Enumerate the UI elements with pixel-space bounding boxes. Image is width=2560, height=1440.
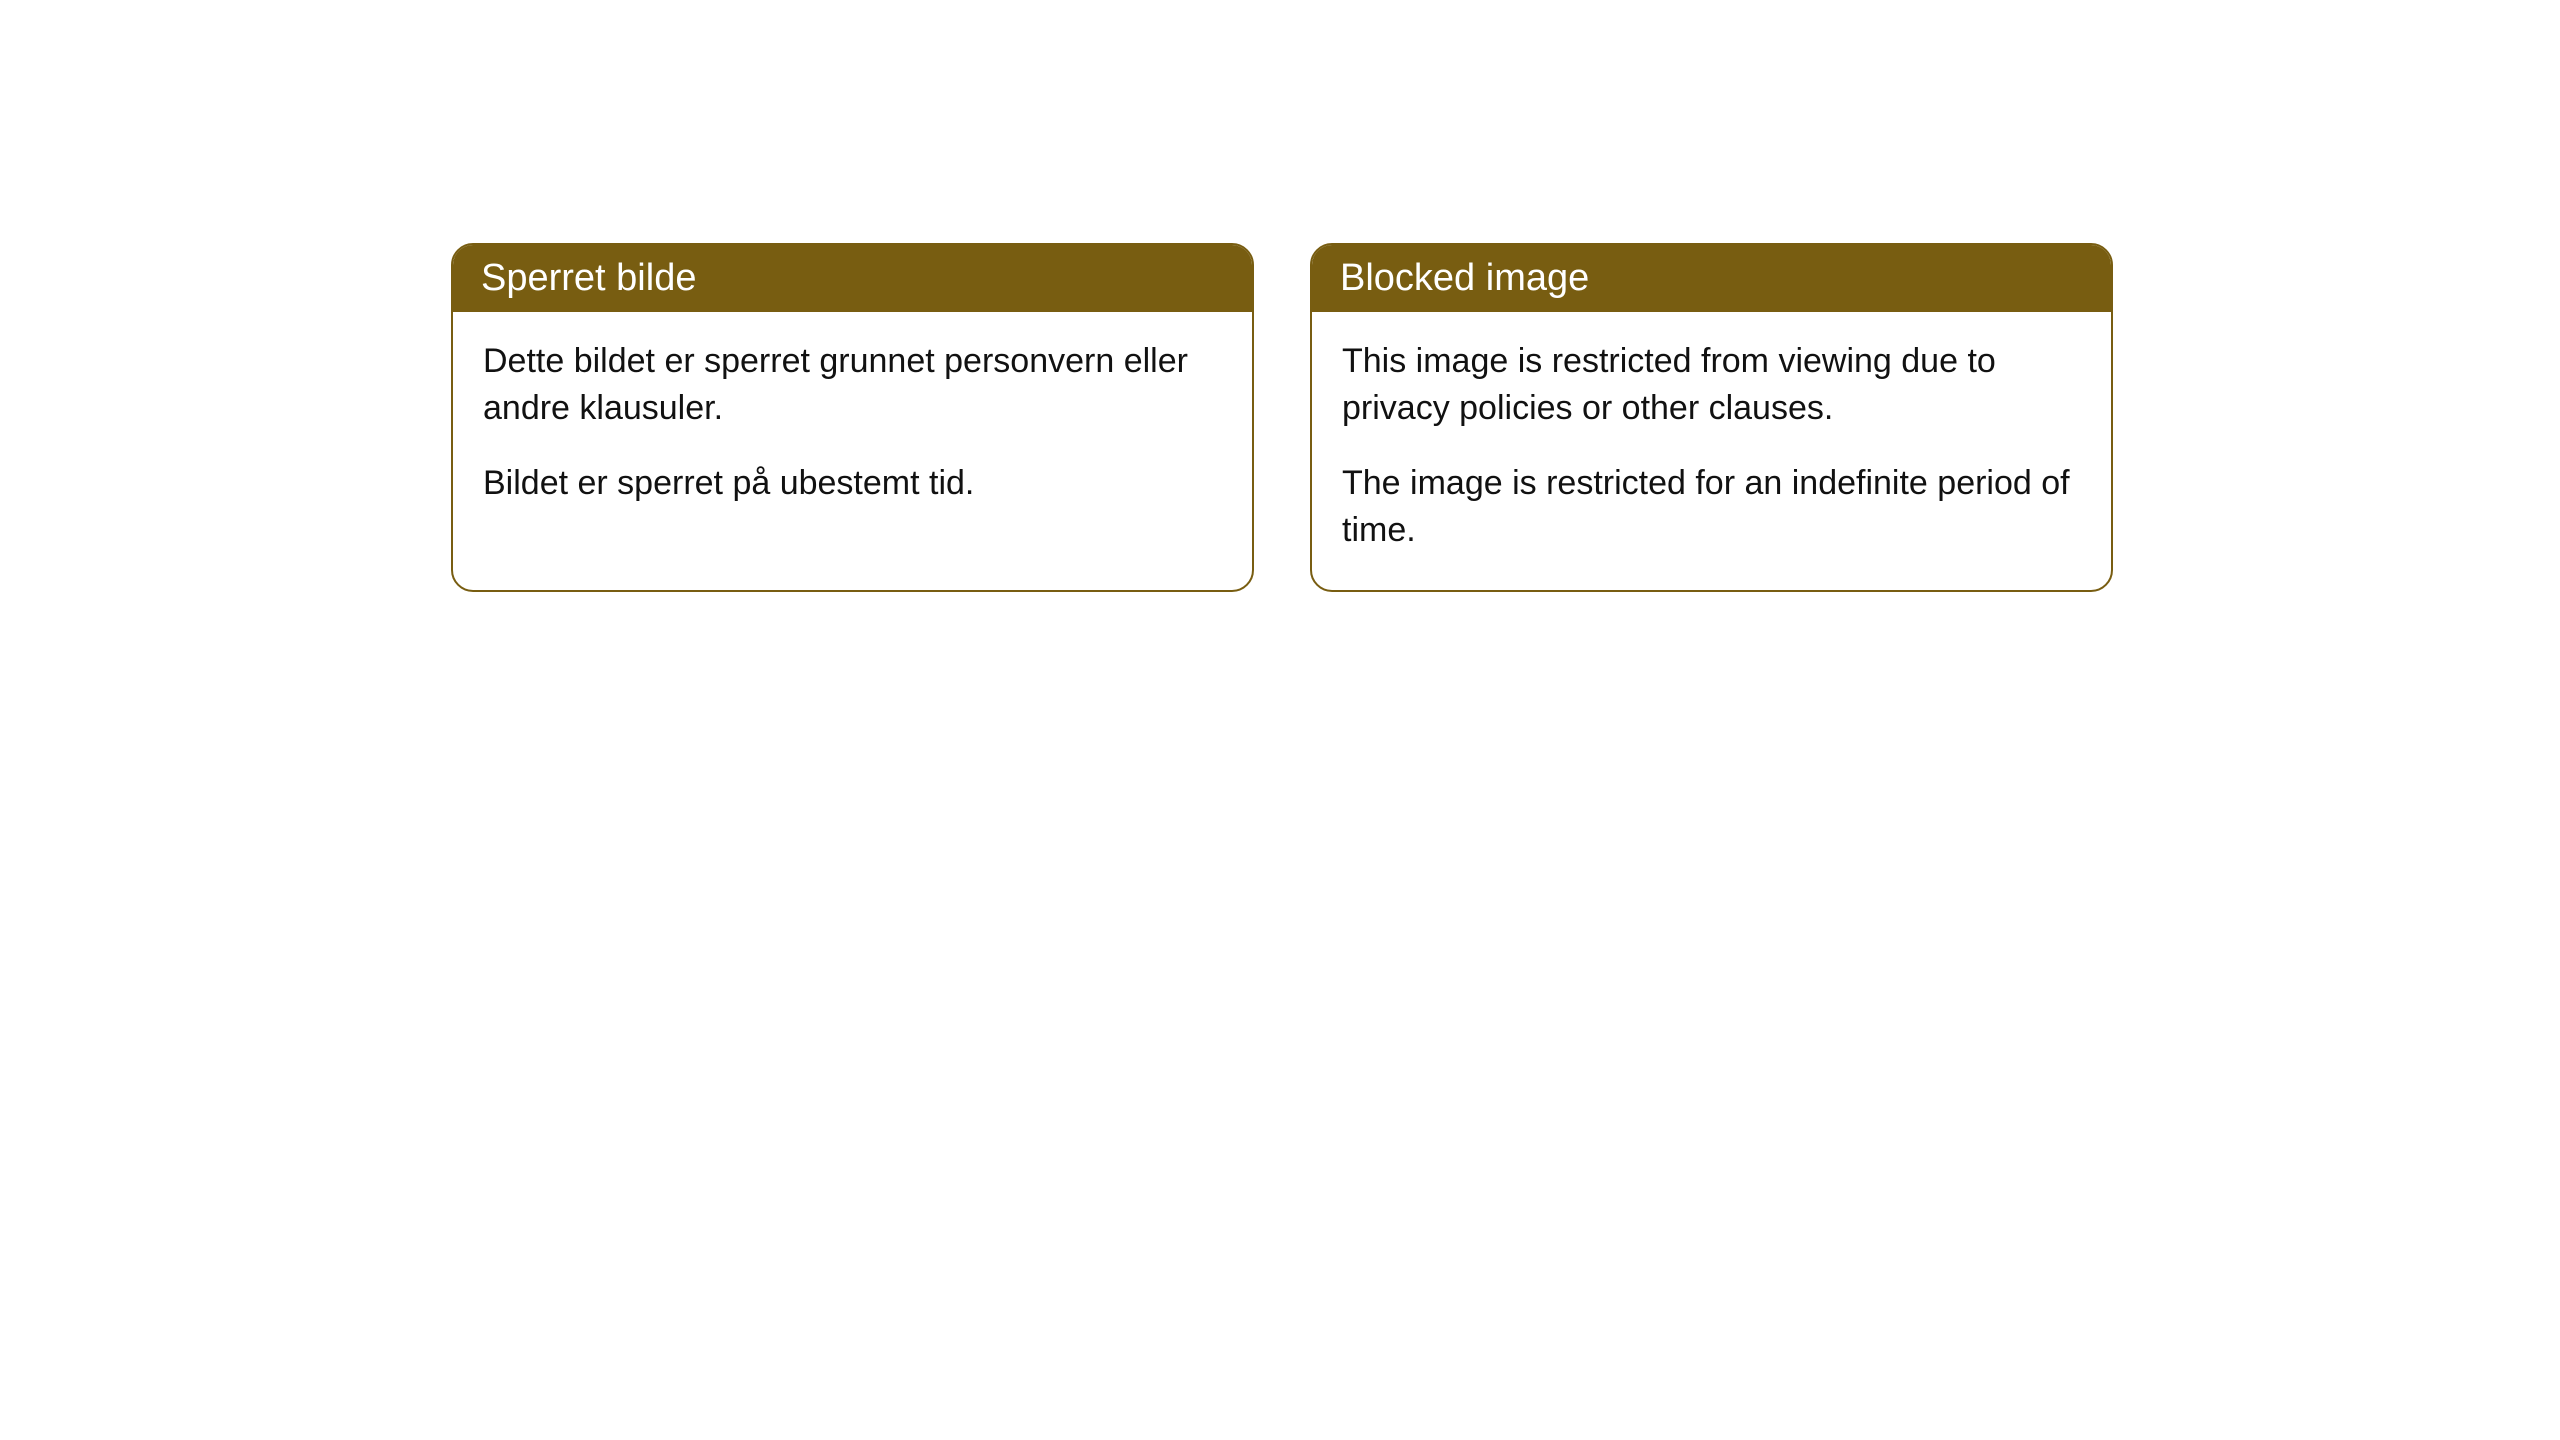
card-header: Sperret bilde xyxy=(453,245,1252,312)
card-body-paragraph: The image is restricted for an indefinit… xyxy=(1342,460,2081,554)
card-body: Dette bildet er sperret grunnet personve… xyxy=(453,312,1252,543)
card-body-paragraph: This image is restricted from viewing du… xyxy=(1342,338,2081,432)
card-body: This image is restricted from viewing du… xyxy=(1312,312,2111,590)
notice-card-norwegian: Sperret bilde Dette bildet er sperret gr… xyxy=(451,243,1254,592)
notice-card-english: Blocked image This image is restricted f… xyxy=(1310,243,2113,592)
card-body-paragraph: Dette bildet er sperret grunnet personve… xyxy=(483,338,1222,432)
card-body-paragraph: Bildet er sperret på ubestemt tid. xyxy=(483,460,1222,507)
notice-cards-container: Sperret bilde Dette bildet er sperret gr… xyxy=(451,243,2113,592)
card-header: Blocked image xyxy=(1312,245,2111,312)
